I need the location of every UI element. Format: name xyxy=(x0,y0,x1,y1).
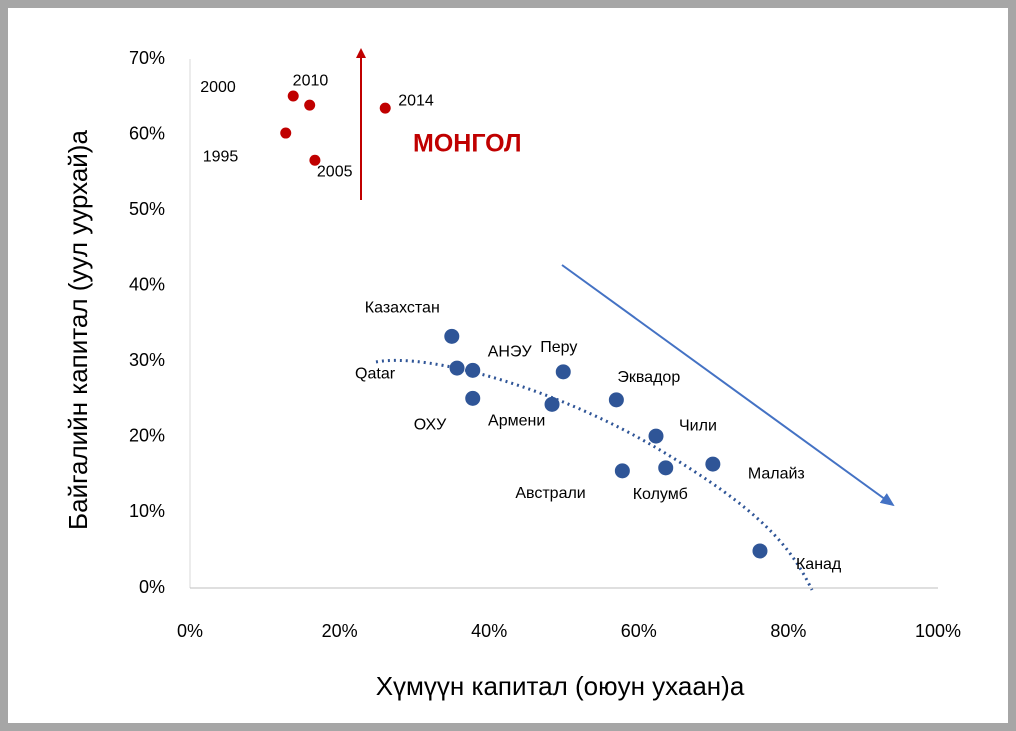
y-tick-label: 50% xyxy=(129,199,165,219)
point xyxy=(648,428,664,444)
point-label: Малайз xyxy=(748,465,805,482)
point-label: 2010 xyxy=(293,72,329,89)
x-tick-label: 40% xyxy=(471,621,507,641)
point-label: Чили xyxy=(679,417,717,434)
y-tick-label: 20% xyxy=(129,426,165,446)
background xyxy=(8,8,1008,723)
y-tick-label: 60% xyxy=(129,123,165,143)
y-tick-label: 10% xyxy=(129,501,165,521)
point-label: ОХУ xyxy=(414,417,447,434)
point xyxy=(555,364,571,380)
point-label: Qatar xyxy=(355,365,396,382)
y-tick-label: 70% xyxy=(129,48,165,68)
y-tick-label: 40% xyxy=(129,274,165,294)
x-tick-label: 100% xyxy=(915,621,961,641)
x-axis-title: Хүмүүн капитал (оюун ухаан)а xyxy=(376,671,745,701)
point xyxy=(658,460,674,476)
point xyxy=(614,463,630,479)
x-tick-label: 0% xyxy=(177,621,203,641)
point xyxy=(287,90,299,102)
point-label: 2005 xyxy=(317,163,353,180)
point-label: Казахстан xyxy=(365,300,440,317)
x-tick-label: 60% xyxy=(621,621,657,641)
y-tick-label: 0% xyxy=(139,577,165,597)
arrow xyxy=(561,264,895,507)
point-label: 2000 xyxy=(200,79,236,96)
point xyxy=(304,99,316,111)
point-label: АНЭУ xyxy=(488,344,533,361)
point xyxy=(280,127,292,139)
point xyxy=(752,543,768,559)
point-label: Перу xyxy=(540,339,577,356)
y-axis-title: Байгалийн капитал (уул уурхай)а xyxy=(63,130,93,530)
point xyxy=(449,360,465,376)
x-tick-label: 80% xyxy=(770,621,806,641)
point xyxy=(544,396,560,412)
point xyxy=(379,102,391,114)
x-tick-label: 20% xyxy=(322,621,358,641)
point xyxy=(608,392,624,408)
point-label: Эквадор xyxy=(617,369,680,386)
y-tick-label: 30% xyxy=(129,350,165,370)
point xyxy=(465,390,481,406)
point-label: 1995 xyxy=(203,148,239,165)
annotation: МОНГОЛ xyxy=(413,130,522,158)
point xyxy=(705,456,721,472)
point xyxy=(465,362,481,378)
point-label: Канад xyxy=(796,556,842,573)
point xyxy=(444,328,460,344)
point-label: Колумб xyxy=(633,486,688,503)
point-label: Армени xyxy=(488,413,545,430)
point-label: Австрали xyxy=(515,485,585,502)
point xyxy=(309,154,321,166)
point-label: 2014 xyxy=(398,92,434,109)
